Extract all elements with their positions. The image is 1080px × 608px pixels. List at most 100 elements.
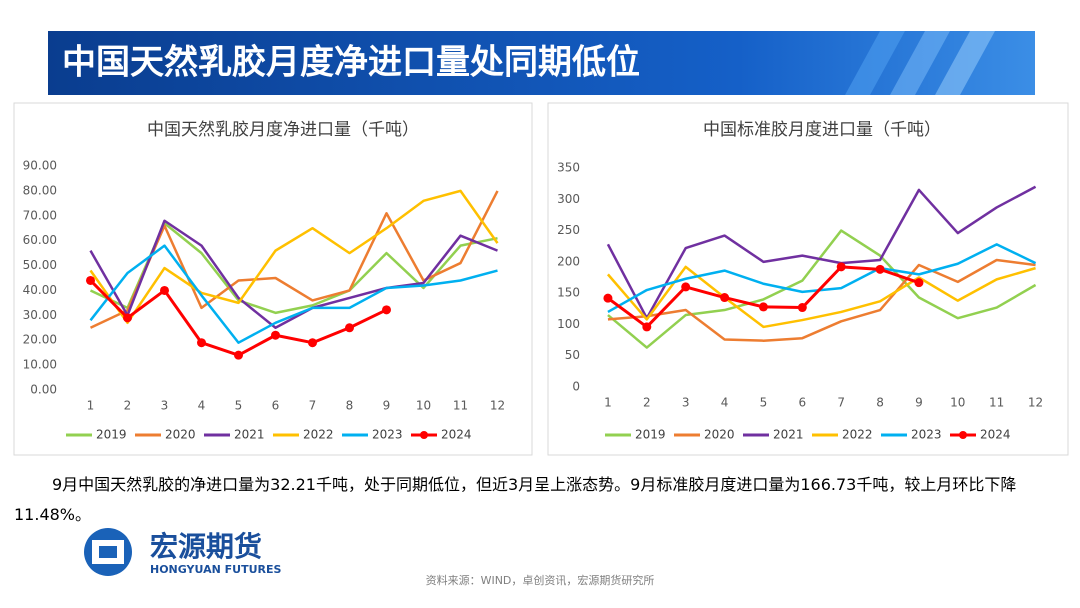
point-marker [758,302,768,312]
point-marker [345,323,354,333]
header-stripe [890,31,950,95]
y-tick-label: 20.00 [23,333,57,347]
x-tick-label: 3 [161,399,169,413]
point-marker [123,313,132,323]
x-tick-label: 1 [604,396,612,410]
point-marker [797,303,807,313]
series-line [89,219,498,330]
x-tick-label: 8 [876,396,884,410]
series-line [607,258,1036,342]
x-tick-label: 4 [198,399,206,413]
legend-label: 2023 [911,428,942,442]
x-tick-label: 9 [383,399,391,413]
x-tick-label: 5 [760,396,768,410]
point-marker [681,282,691,292]
point-marker [875,264,885,274]
legend-label: 2024 [980,428,1011,442]
series-line [89,244,498,344]
y-tick-label: 90.00 [23,159,57,173]
x-tick-label: 7 [837,396,845,410]
x-tick-label: 12 [490,399,505,413]
x-tick-label: 3 [682,396,690,410]
y-tick-label: 40.00 [23,283,57,297]
x-tick-label: 2 [124,399,132,413]
series-line [607,265,920,329]
x-tick-label: 7 [309,399,317,413]
legend-label: 2019 [635,428,666,442]
y-tick-label: 10.00 [23,358,57,372]
point-marker [642,322,652,332]
x-tick-label: 11 [453,399,468,413]
y-tick-label: 100 [557,317,580,331]
legend-swatch [959,431,967,439]
x-tick-label: 11 [989,396,1004,410]
x-tick-label: 1 [87,399,95,413]
logo-english: HONGYUAN FUTURES [150,563,282,576]
source-note: 资料来源：WIND，卓创资讯，宏源期货研究所 [426,573,655,587]
y-tick-label: 30.00 [23,308,57,322]
slide-title: 中国天然乳胶月度净进口量处同期低位 [62,43,640,83]
x-tick-label: 10 [416,399,431,413]
y-tick-label: 150 [557,286,580,300]
x-tick-label: 12 [1028,396,1043,410]
legend-label: 2020 [165,428,196,442]
point-marker [382,305,391,315]
logo-name: 宏源期货 [150,530,262,563]
point-marker [197,338,206,348]
logo-icon [99,546,117,558]
series-line [607,243,1037,314]
point-marker [914,278,924,288]
y-tick-label: 70.00 [23,208,57,222]
x-tick-label: 8 [346,399,354,413]
x-tick-label: 4 [721,396,729,410]
x-tick-label: 10 [950,396,965,410]
point-marker [271,330,280,340]
legend-label: 2024 [441,428,472,442]
chart-frame [13,102,533,456]
y-tick-label: 350 [557,161,580,175]
x-tick-label: 5 [235,399,243,413]
caption: 9月中国天然乳胶的净进口量为32.21千吨，处于同期低位，但近3月呈上涨态势。9… [14,475,1017,524]
chart-frame [547,102,1069,456]
series-line [606,185,1037,320]
legend-label: 2019 [96,428,127,442]
legend-swatch [420,431,428,439]
point-marker [603,293,613,303]
legend-label: 2023 [372,428,403,442]
logo: 宏源期货 HONGYUAN FUTURES [84,528,282,576]
y-tick-label: 300 [557,192,580,206]
point-marker [234,350,243,360]
y-tick-label: 0 [572,380,580,394]
series-line [606,265,1036,329]
legend-label: 2022 [303,428,334,442]
x-tick-label: 9 [915,396,923,410]
x-tick-label: 6 [272,399,280,413]
series-line [607,229,1037,349]
y-tick-label: 50 [565,348,580,362]
point-marker [720,293,730,303]
legend-label: 2022 [842,428,873,442]
x-tick-label: 2 [643,396,651,410]
x-tick-label: 6 [798,396,806,410]
series-line [89,190,499,329]
point-marker [308,338,317,348]
point-marker [86,275,95,285]
point-marker [836,262,846,272]
y-tick-label: 80.00 [23,183,57,197]
chart-title: 中国天然乳胶月度净进口量（千吨） [147,120,419,140]
y-tick-label: 200 [557,254,580,268]
chart-title: 中国标准胶月度进口量（千吨） [703,120,941,140]
header-stripe [845,31,905,95]
y-tick-label: 50.00 [23,258,57,272]
legend-label: 2020 [704,428,735,442]
series-line [89,189,499,325]
y-tick-label: 0.00 [30,383,57,397]
header-stripe [935,31,995,95]
point-marker [160,285,169,295]
legend-label: 2021 [234,428,265,442]
y-tick-label: 60.00 [23,233,57,247]
y-tick-label: 250 [557,223,580,237]
legend-label: 2021 [773,428,804,442]
